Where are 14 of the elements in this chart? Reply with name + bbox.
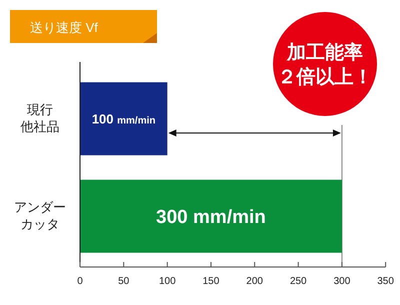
y-tick-label: アンダーカッタ — [14, 199, 66, 232]
x-tick-label: 350 — [377, 276, 394, 287]
x-tick-label: 150 — [202, 276, 220, 287]
chart-title: 送り速度 Vf — [30, 20, 98, 35]
text: 加工能率２倍以上！ — [278, 41, 372, 88]
x-tick-label: 50 — [118, 276, 130, 287]
x-tick-label: 250 — [290, 276, 308, 287]
x-tick-label: 100 — [158, 276, 176, 287]
x-tick-label: 300 — [334, 276, 351, 287]
y-tick-label: 現行他社品 — [20, 102, 60, 134]
x-tick-label: 0 — [77, 276, 84, 287]
x-tick-label: 200 — [246, 276, 264, 287]
data-label: 100 mm/min — [92, 111, 156, 126]
data-label: 300 mm/min — [156, 207, 266, 228]
